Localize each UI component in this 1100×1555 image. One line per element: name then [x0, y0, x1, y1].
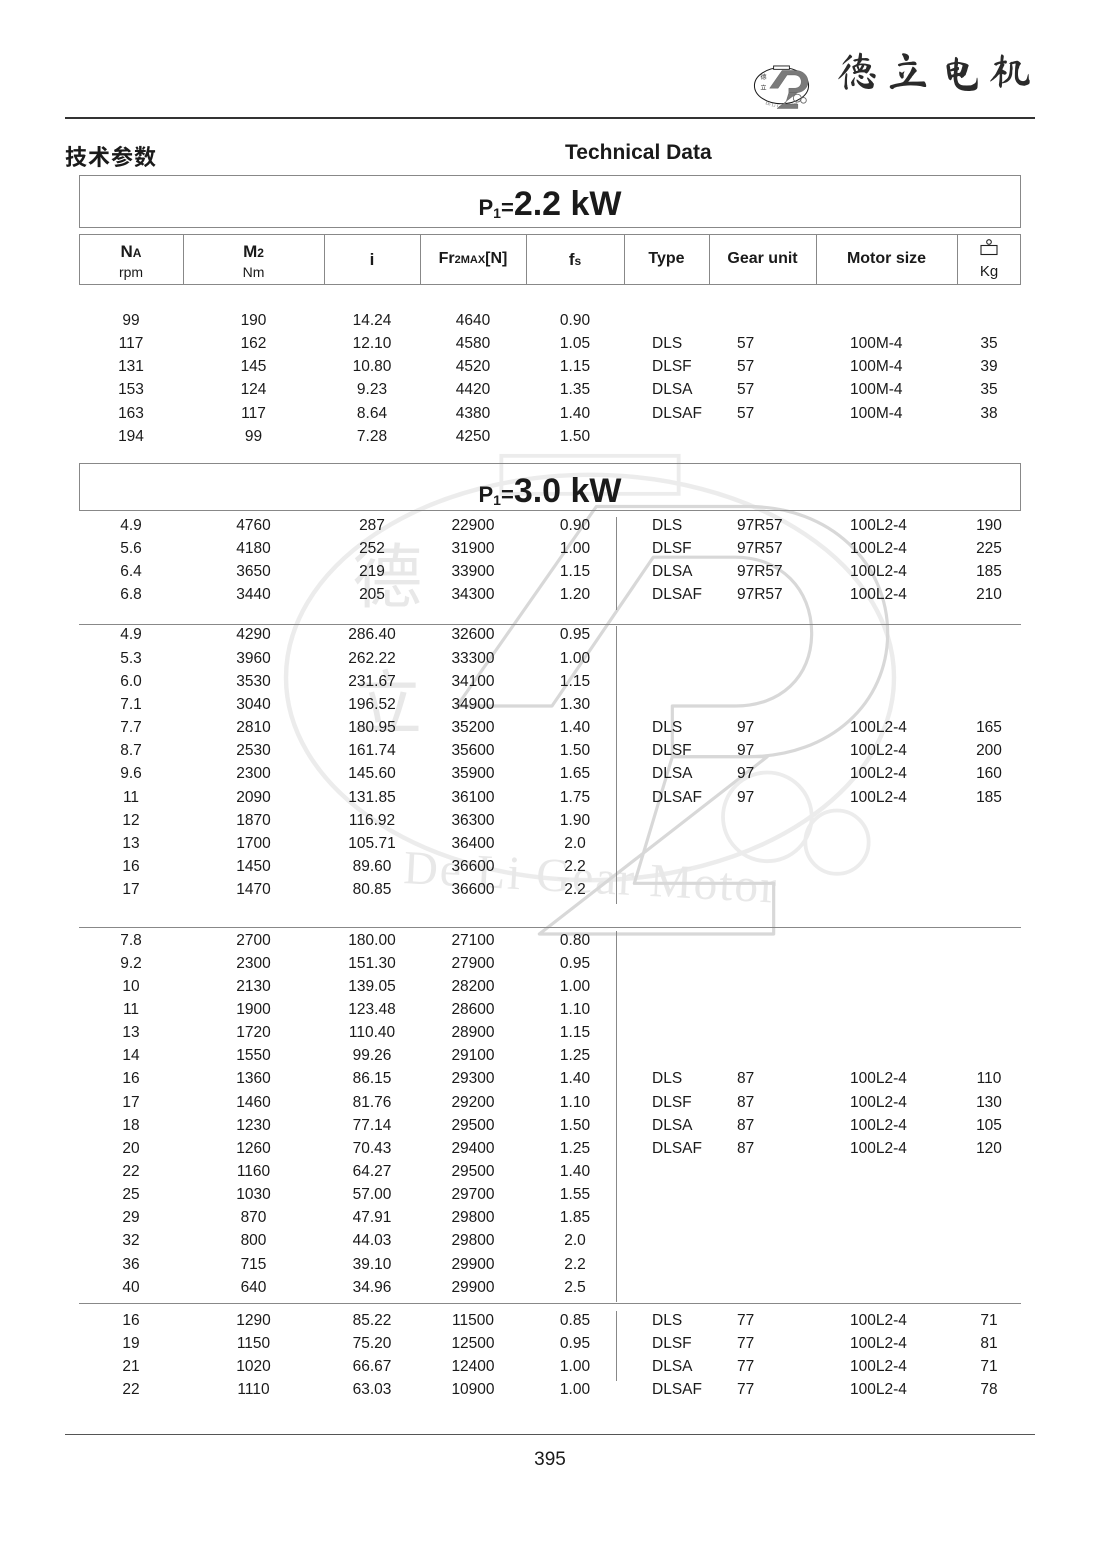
- svg-text:德: 德: [760, 73, 766, 81]
- svg-text:立: 立: [760, 84, 766, 92]
